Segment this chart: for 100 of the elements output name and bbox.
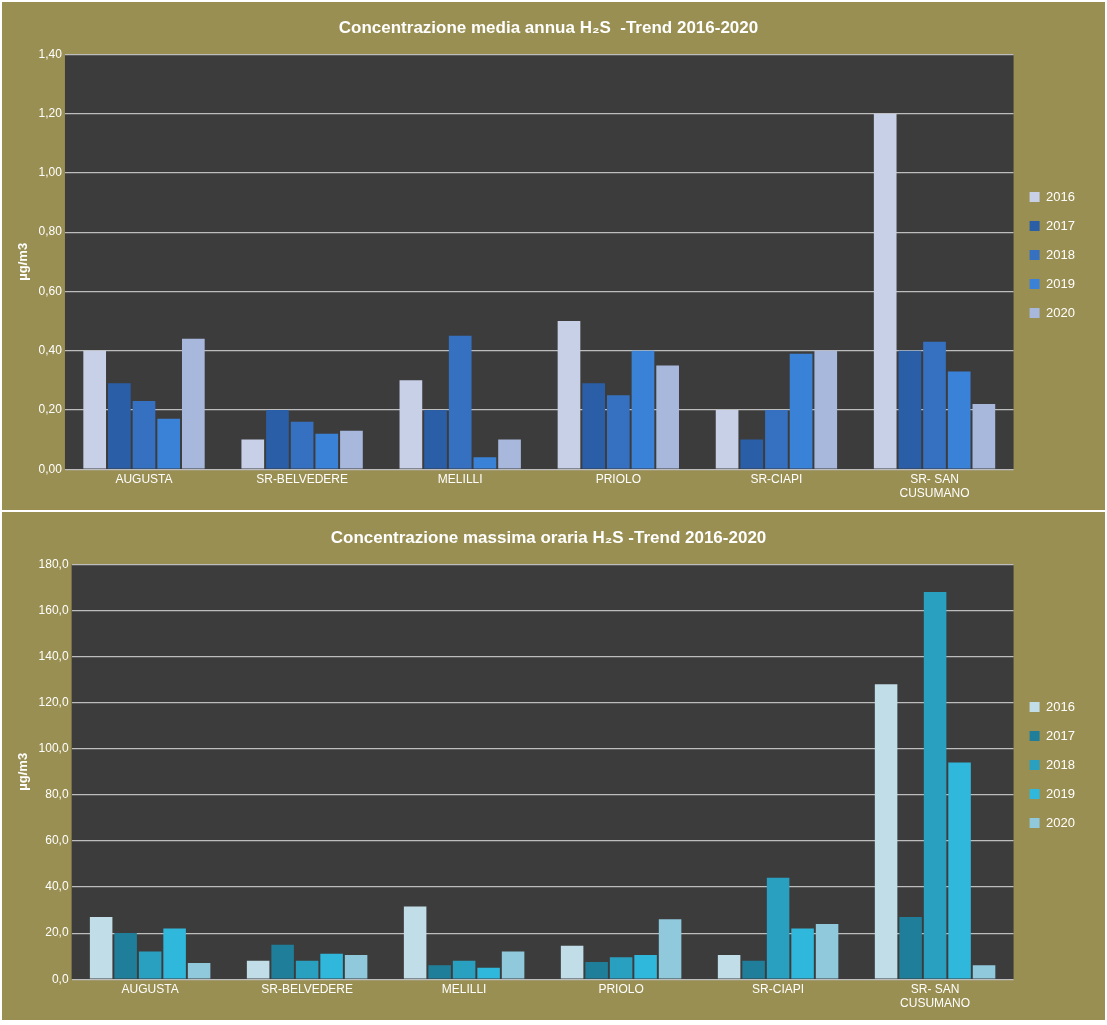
bar: [765, 409, 788, 469]
bar: [899, 916, 922, 979]
bar: [89, 916, 113, 979]
y-axis-title: µg/m3: [15, 752, 31, 791]
bar: [972, 965, 996, 979]
y-tick-label: 160,0: [38, 602, 69, 617]
y-tick-label: 0,20: [38, 402, 63, 417]
bar: [715, 409, 739, 469]
legend-label: 2019: [1046, 275, 1075, 291]
bar: [448, 335, 472, 469]
bar: [766, 877, 790, 979]
legend-label: 2016: [1046, 698, 1075, 714]
bar: [609, 957, 633, 979]
x-tick-label: PRIOLO: [595, 471, 641, 486]
bar: [923, 592, 947, 979]
bar: [344, 955, 368, 979]
bar: [585, 961, 608, 979]
bar: [814, 350, 838, 469]
bar: [452, 960, 476, 979]
bar: [477, 967, 500, 979]
bar: [114, 933, 137, 979]
legend-label: 2018: [1046, 756, 1075, 772]
legend-label: 2017: [1046, 217, 1075, 233]
x-tick-label: AUGUSTA: [115, 471, 173, 486]
bar: [582, 383, 605, 469]
y-tick-label: 60,0: [45, 833, 69, 848]
bar: [923, 341, 946, 469]
bar: [163, 928, 186, 979]
bar: [742, 960, 765, 979]
y-tick-label: 100,0: [38, 741, 69, 756]
bar: [947, 371, 971, 469]
bar: [658, 919, 682, 979]
bar: [972, 404, 996, 469]
bar: [428, 965, 451, 979]
chart-title: Concentrazione media annua H₂S -Trend 2016-2020: [338, 17, 759, 37]
bar: [246, 960, 270, 979]
bar: [266, 409, 289, 469]
bar: [606, 395, 630, 469]
bar: [717, 955, 741, 979]
bar: [560, 945, 584, 979]
x-tick-label: SR- SAN CUSUMANO: [900, 981, 971, 1011]
legend-label: 2020: [1046, 304, 1075, 320]
bar: [740, 439, 764, 469]
y-tick-label: 180,0: [38, 556, 69, 571]
x-tick-label: SR- SAN CUSUMANO: [899, 471, 970, 501]
y-tick-label: 20,0: [45, 925, 69, 940]
x-tick-label: SR-BELVEDERE: [261, 981, 354, 996]
bar: [320, 953, 343, 979]
y-tick-label: 40,0: [45, 879, 69, 894]
x-tick-label: MELILLI: [441, 981, 487, 996]
bar: [634, 955, 657, 979]
bar: [181, 338, 205, 469]
legend-label: 2018: [1046, 246, 1075, 262]
x-tick-label: SR-CIAPI: [752, 981, 805, 996]
y-tick-label: 1,40: [38, 46, 63, 61]
y-tick-label: 1,00: [38, 165, 63, 180]
bar: [108, 383, 131, 469]
legend-label: 2019: [1046, 785, 1075, 801]
bar: [473, 457, 497, 469]
bar: [138, 951, 162, 979]
bar: [271, 944, 294, 979]
y-tick-label: 1,20: [38, 105, 63, 120]
bar: [424, 409, 447, 469]
y-tick-label: 80,0: [45, 787, 69, 802]
bar: [187, 963, 211, 979]
y-tick-label: 120,0: [38, 694, 69, 709]
bar: [83, 350, 107, 469]
bar: [399, 380, 423, 469]
bar: [874, 684, 898, 979]
legend-label: 2016: [1046, 188, 1075, 204]
bar: [873, 113, 897, 469]
legend-label: 2017: [1046, 727, 1075, 743]
bar: [656, 365, 679, 469]
bar: [295, 960, 319, 979]
x-tick-label: MELILLI: [437, 471, 483, 486]
bar: [791, 928, 814, 979]
bar: [501, 951, 525, 979]
y-axis-title: µg/m3: [15, 242, 31, 281]
bar: [789, 353, 813, 469]
bar: [157, 418, 181, 469]
x-tick-label: SR-BELVEDERE: [256, 471, 349, 486]
legend-label: 2020: [1046, 814, 1075, 830]
bar: [557, 321, 581, 469]
chart-title: Concentrazione massima oraria H₂S -Trend 2016-2020: [330, 527, 767, 547]
y-tick-label: 0,0: [51, 971, 69, 986]
y-tick-label: 0,00: [38, 461, 63, 476]
bar: [498, 439, 521, 469]
bar: [290, 421, 314, 469]
y-tick-label: 0,60: [38, 283, 63, 298]
bar: [132, 401, 156, 469]
bar: [315, 433, 339, 469]
bar: [241, 439, 265, 469]
x-tick-label: AUGUSTA: [121, 981, 179, 996]
bar: [898, 350, 922, 469]
bar: [340, 430, 363, 469]
bar: [948, 762, 971, 979]
y-tick-label: 0,80: [38, 224, 63, 239]
bar: [815, 923, 839, 979]
bar: [631, 350, 655, 469]
x-tick-label: PRIOLO: [598, 981, 644, 996]
